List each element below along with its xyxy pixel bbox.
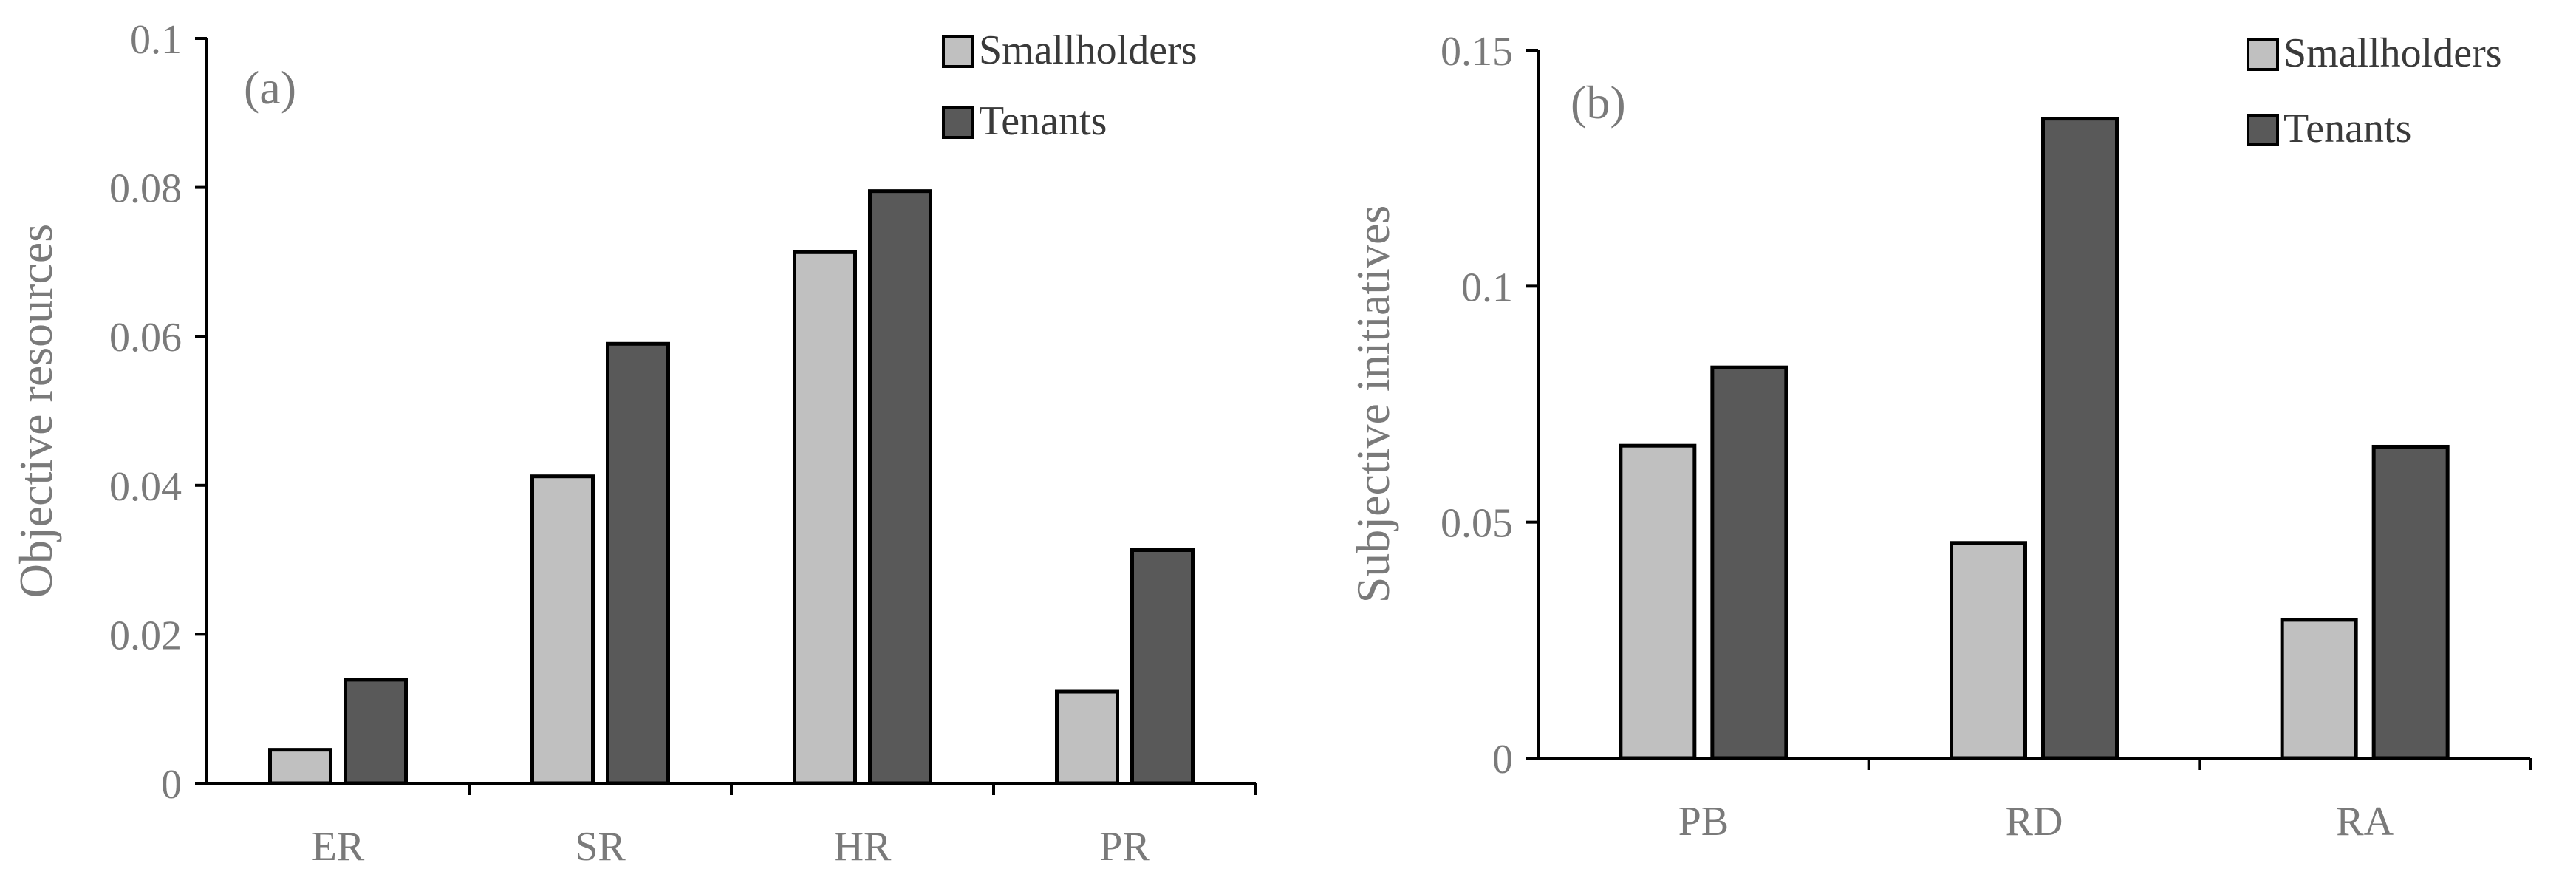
- chart-panel-b: 0 0.05 0.1 0.15 Subjective initiatives PB RD RA…: [1347, 29, 2532, 845]
- legend-label-tenants: Tenants: [2283, 106, 2411, 151]
- y-axis-title: Subjective initiatives: [1347, 205, 1399, 604]
- bar-tenants-pb: [1710, 365, 1788, 760]
- panel-label: (a): [244, 61, 296, 114]
- legend-swatch-smallholders: [2247, 38, 2279, 71]
- y-tick-label: 0.08: [109, 166, 182, 212]
- bar-smallholders-ra: [2280, 618, 2358, 760]
- bar-smallholders-pb: [1619, 443, 1697, 760]
- legend-label-smallholders: Smallholders: [2283, 30, 2502, 76]
- legend-swatch-tenants: [942, 106, 974, 139]
- x-tick-label: PR: [1099, 824, 1150, 870]
- x-tick-label: RA: [2336, 799, 2394, 845]
- bar-smallholders-pr: [1055, 689, 1119, 785]
- x-tick-label: ER: [312, 824, 365, 870]
- bar-smallholders-hr: [793, 250, 857, 785]
- bar-smallholders-er: [268, 748, 332, 785]
- y-tick-label: 0.06: [109, 315, 182, 361]
- bar-tenants-pr: [1130, 548, 1195, 785]
- bar-smallholders-rd: [1950, 541, 2027, 760]
- bar-tenants-rd: [2041, 117, 2119, 760]
- y-tick-label: 0.04: [109, 464, 182, 510]
- legend-label-tenants: Tenants: [979, 98, 1107, 144]
- legend-swatch-tenants: [2247, 114, 2279, 146]
- y-tick-label: 0: [161, 762, 182, 808]
- bar-smallholders-sr: [530, 474, 595, 785]
- bar-tenants-ra: [2371, 444, 2450, 760]
- panel-label: (b): [1571, 76, 1626, 129]
- y-tick-label: 0.1: [130, 17, 182, 63]
- y-tick-label: 0.05: [1441, 501, 1513, 547]
- y-tick-label: 0.1: [1461, 265, 1513, 310]
- bar-tenants-er: [344, 678, 408, 785]
- y-tick-label: 0.15: [1441, 29, 1513, 75]
- legend-swatch-smallholders: [942, 35, 974, 68]
- x-tick-label: SR: [575, 824, 626, 870]
- y-axis-title: Objective resources: [10, 224, 62, 598]
- x-tick-label: PB: [1678, 799, 1729, 845]
- x-tick-label: HR: [834, 824, 892, 870]
- bar-tenants-sr: [606, 341, 670, 785]
- legend-label-smallholders: Smallholders: [979, 27, 1198, 73]
- y-tick-label: 0.02: [109, 613, 182, 658]
- y-tick-label: 0: [1492, 737, 1513, 783]
- chart-panel-a: 0 0.02 0.04 0.06 0.08 0.1 Objective resources E…: [10, 17, 1257, 870]
- x-tick-label: RD: [2006, 799, 2063, 845]
- bar-tenants-hr: [868, 189, 932, 785]
